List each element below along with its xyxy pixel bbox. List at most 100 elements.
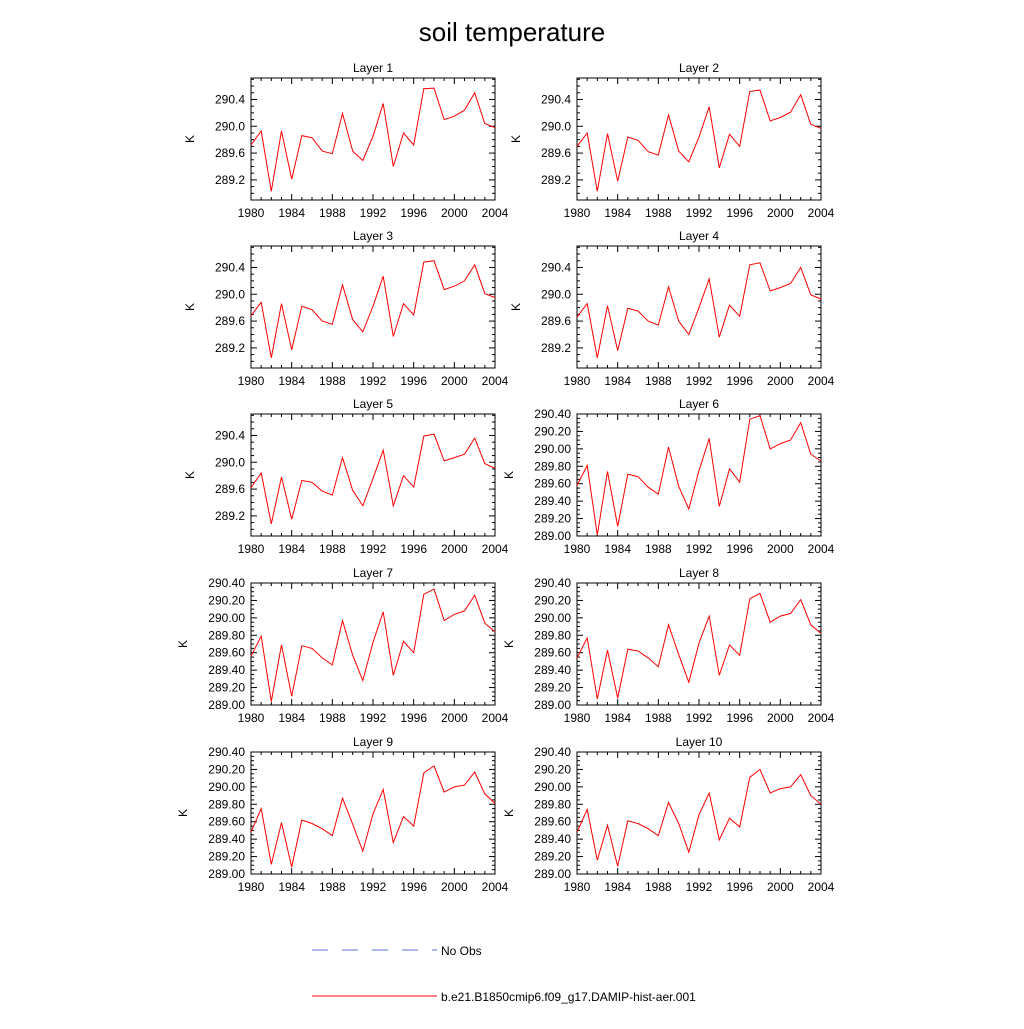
- x-tick-label: 1984: [604, 711, 631, 725]
- y-tick-label: 290.40: [534, 576, 571, 590]
- x-tick-label: 1996: [726, 542, 753, 556]
- y-axis-label: K: [176, 809, 190, 817]
- x-tick-label: 1992: [686, 880, 713, 894]
- series-line: [576, 262, 822, 358]
- x-tick-label: 2000: [441, 374, 468, 388]
- x-tick-label: 2004: [482, 880, 509, 894]
- y-tick-label: 289.6: [541, 146, 571, 160]
- x-tick-label: 1984: [278, 880, 305, 894]
- x-tick-label: 1992: [686, 711, 713, 725]
- series-line: [250, 87, 496, 192]
- x-tick-label: 1988: [645, 711, 672, 725]
- x-tick-label: 2000: [767, 711, 794, 725]
- panel-title: Layer 5: [353, 397, 393, 411]
- x-tick-label: 1984: [278, 374, 305, 388]
- y-tick-label: 290.4: [215, 428, 245, 442]
- y-tick-label: 289.2: [215, 173, 245, 187]
- y-tick-label: 290.00: [208, 611, 245, 625]
- x-tick-label: 1992: [360, 542, 387, 556]
- y-tick-label: 290.40: [534, 407, 571, 421]
- panel-title: Layer 6: [679, 397, 719, 411]
- y-tick-label: 290.40: [534, 745, 571, 759]
- panel-title: Layer 7: [353, 566, 393, 580]
- panel-layer-6: Layer 6 K 1980 1984 1988 1992 1996 2000 2004 289.…: [502, 397, 835, 556]
- x-tick-label: 2000: [441, 542, 468, 556]
- y-tick-label: 290.4: [541, 92, 571, 106]
- x-tick-label: 1980: [564, 374, 591, 388]
- plot-frame: [576, 413, 822, 537]
- y-axis-label: K: [509, 303, 523, 311]
- panel-title: Layer 8: [679, 566, 719, 580]
- y-tick-label: 290.20: [208, 593, 245, 607]
- y-tick-label: 290.20: [534, 593, 571, 607]
- y-axis-label: K: [183, 471, 197, 479]
- y-tick-label: 290.00: [208, 780, 245, 794]
- y-tick-label: 289.20: [534, 850, 571, 864]
- y-tick-label: 289.00: [208, 698, 245, 712]
- legend-series-label: b.e21.B1850cmip6.f09_g17.DAMIP-hist-aer.…: [441, 990, 696, 1004]
- panel-layer-2: Layer 2 K 1980 1984 1988 1992 1996 2000 2004 289.…: [509, 61, 835, 220]
- y-tick-label: 290.4: [215, 260, 245, 274]
- x-tick-label: 1980: [238, 711, 265, 725]
- y-axis-label: K: [502, 809, 516, 817]
- y-tick-label: 289.40: [534, 494, 571, 508]
- x-tick-label: 1984: [604, 206, 631, 220]
- y-tick-label: 289.60: [208, 815, 245, 829]
- y-tick-label: 289.80: [534, 459, 571, 473]
- x-tick-label: 1980: [564, 880, 591, 894]
- y-tick-label: 289.20: [208, 681, 245, 695]
- panel-layer-8: Layer 8 K 1980 1984 1988 1992 1996 2000 2004 289.…: [502, 566, 835, 725]
- y-tick-label: 289.6: [541, 314, 571, 328]
- series-line: [250, 765, 496, 868]
- y-tick-label: 289.60: [534, 646, 571, 660]
- y-axis-label: K: [183, 135, 197, 143]
- x-tick-label: 2000: [767, 880, 794, 894]
- y-tick-label: 290.00: [534, 611, 571, 625]
- plot-frame: [576, 77, 822, 201]
- series-line: [250, 433, 496, 525]
- x-tick-label: 1984: [604, 880, 631, 894]
- y-tick-label: 289.60: [534, 815, 571, 829]
- y-tick-label: 290.4: [541, 260, 571, 274]
- x-tick-label: 2004: [808, 880, 835, 894]
- series-line: [250, 588, 496, 702]
- y-tick-label: 289.80: [208, 797, 245, 811]
- x-tick-label: 1984: [278, 542, 305, 556]
- y-tick-label: 289.00: [534, 867, 571, 881]
- x-tick-label: 1988: [319, 880, 346, 894]
- x-tick-label: 1984: [278, 711, 305, 725]
- panel-layer-1: Layer 1 K 1980 1984 1988 1992 1996 2000 2004 289.…: [183, 61, 509, 220]
- x-tick-label: 2000: [441, 711, 468, 725]
- x-tick-label: 1980: [238, 542, 265, 556]
- panel-layer-10: Layer 10 K 1980 1984 1988 1992 1996 2000 2004 289…: [502, 735, 835, 894]
- y-tick-label: 289.2: [541, 173, 571, 187]
- x-tick-label: 2004: [482, 206, 509, 220]
- y-tick-label: 289.60: [208, 646, 245, 660]
- x-tick-label: 1988: [319, 711, 346, 725]
- x-tick-label: 1980: [564, 542, 591, 556]
- y-tick-label: 289.40: [208, 663, 245, 677]
- x-tick-label: 1996: [400, 206, 427, 220]
- plot-frame: [576, 751, 822, 875]
- y-tick-label: 289.20: [208, 850, 245, 864]
- x-tick-label: 1996: [726, 711, 753, 725]
- x-tick-label: 1992: [360, 711, 387, 725]
- x-tick-label: 1996: [726, 880, 753, 894]
- y-axis-label: K: [176, 640, 190, 648]
- y-tick-label: 290.00: [534, 442, 571, 456]
- y-tick-label: 289.20: [534, 512, 571, 526]
- x-tick-label: 1992: [686, 206, 713, 220]
- legend: No Obs b.e21.B1850cmip6.f09_g17.DAMIP-hi…: [312, 944, 696, 1004]
- x-tick-label: 1996: [726, 206, 753, 220]
- y-tick-label: 289.40: [208, 832, 245, 846]
- y-tick-label: 290.00: [534, 780, 571, 794]
- panel-layer-5: Layer 5 K 1980 1984 1988 1992 1996 2000 2004 289.…: [183, 397, 509, 556]
- y-tick-label: 289.00: [208, 867, 245, 881]
- y-tick-label: 290.20: [534, 762, 571, 776]
- x-tick-label: 2004: [482, 711, 509, 725]
- panel-layer-9: Layer 9 K 1980 1984 1988 1992 1996 2000 2004 289.…: [176, 735, 509, 894]
- y-tick-label: 289.80: [534, 797, 571, 811]
- y-tick-label: 290.0: [215, 119, 245, 133]
- x-tick-label: 1988: [645, 880, 672, 894]
- y-tick-label: 289.00: [534, 529, 571, 543]
